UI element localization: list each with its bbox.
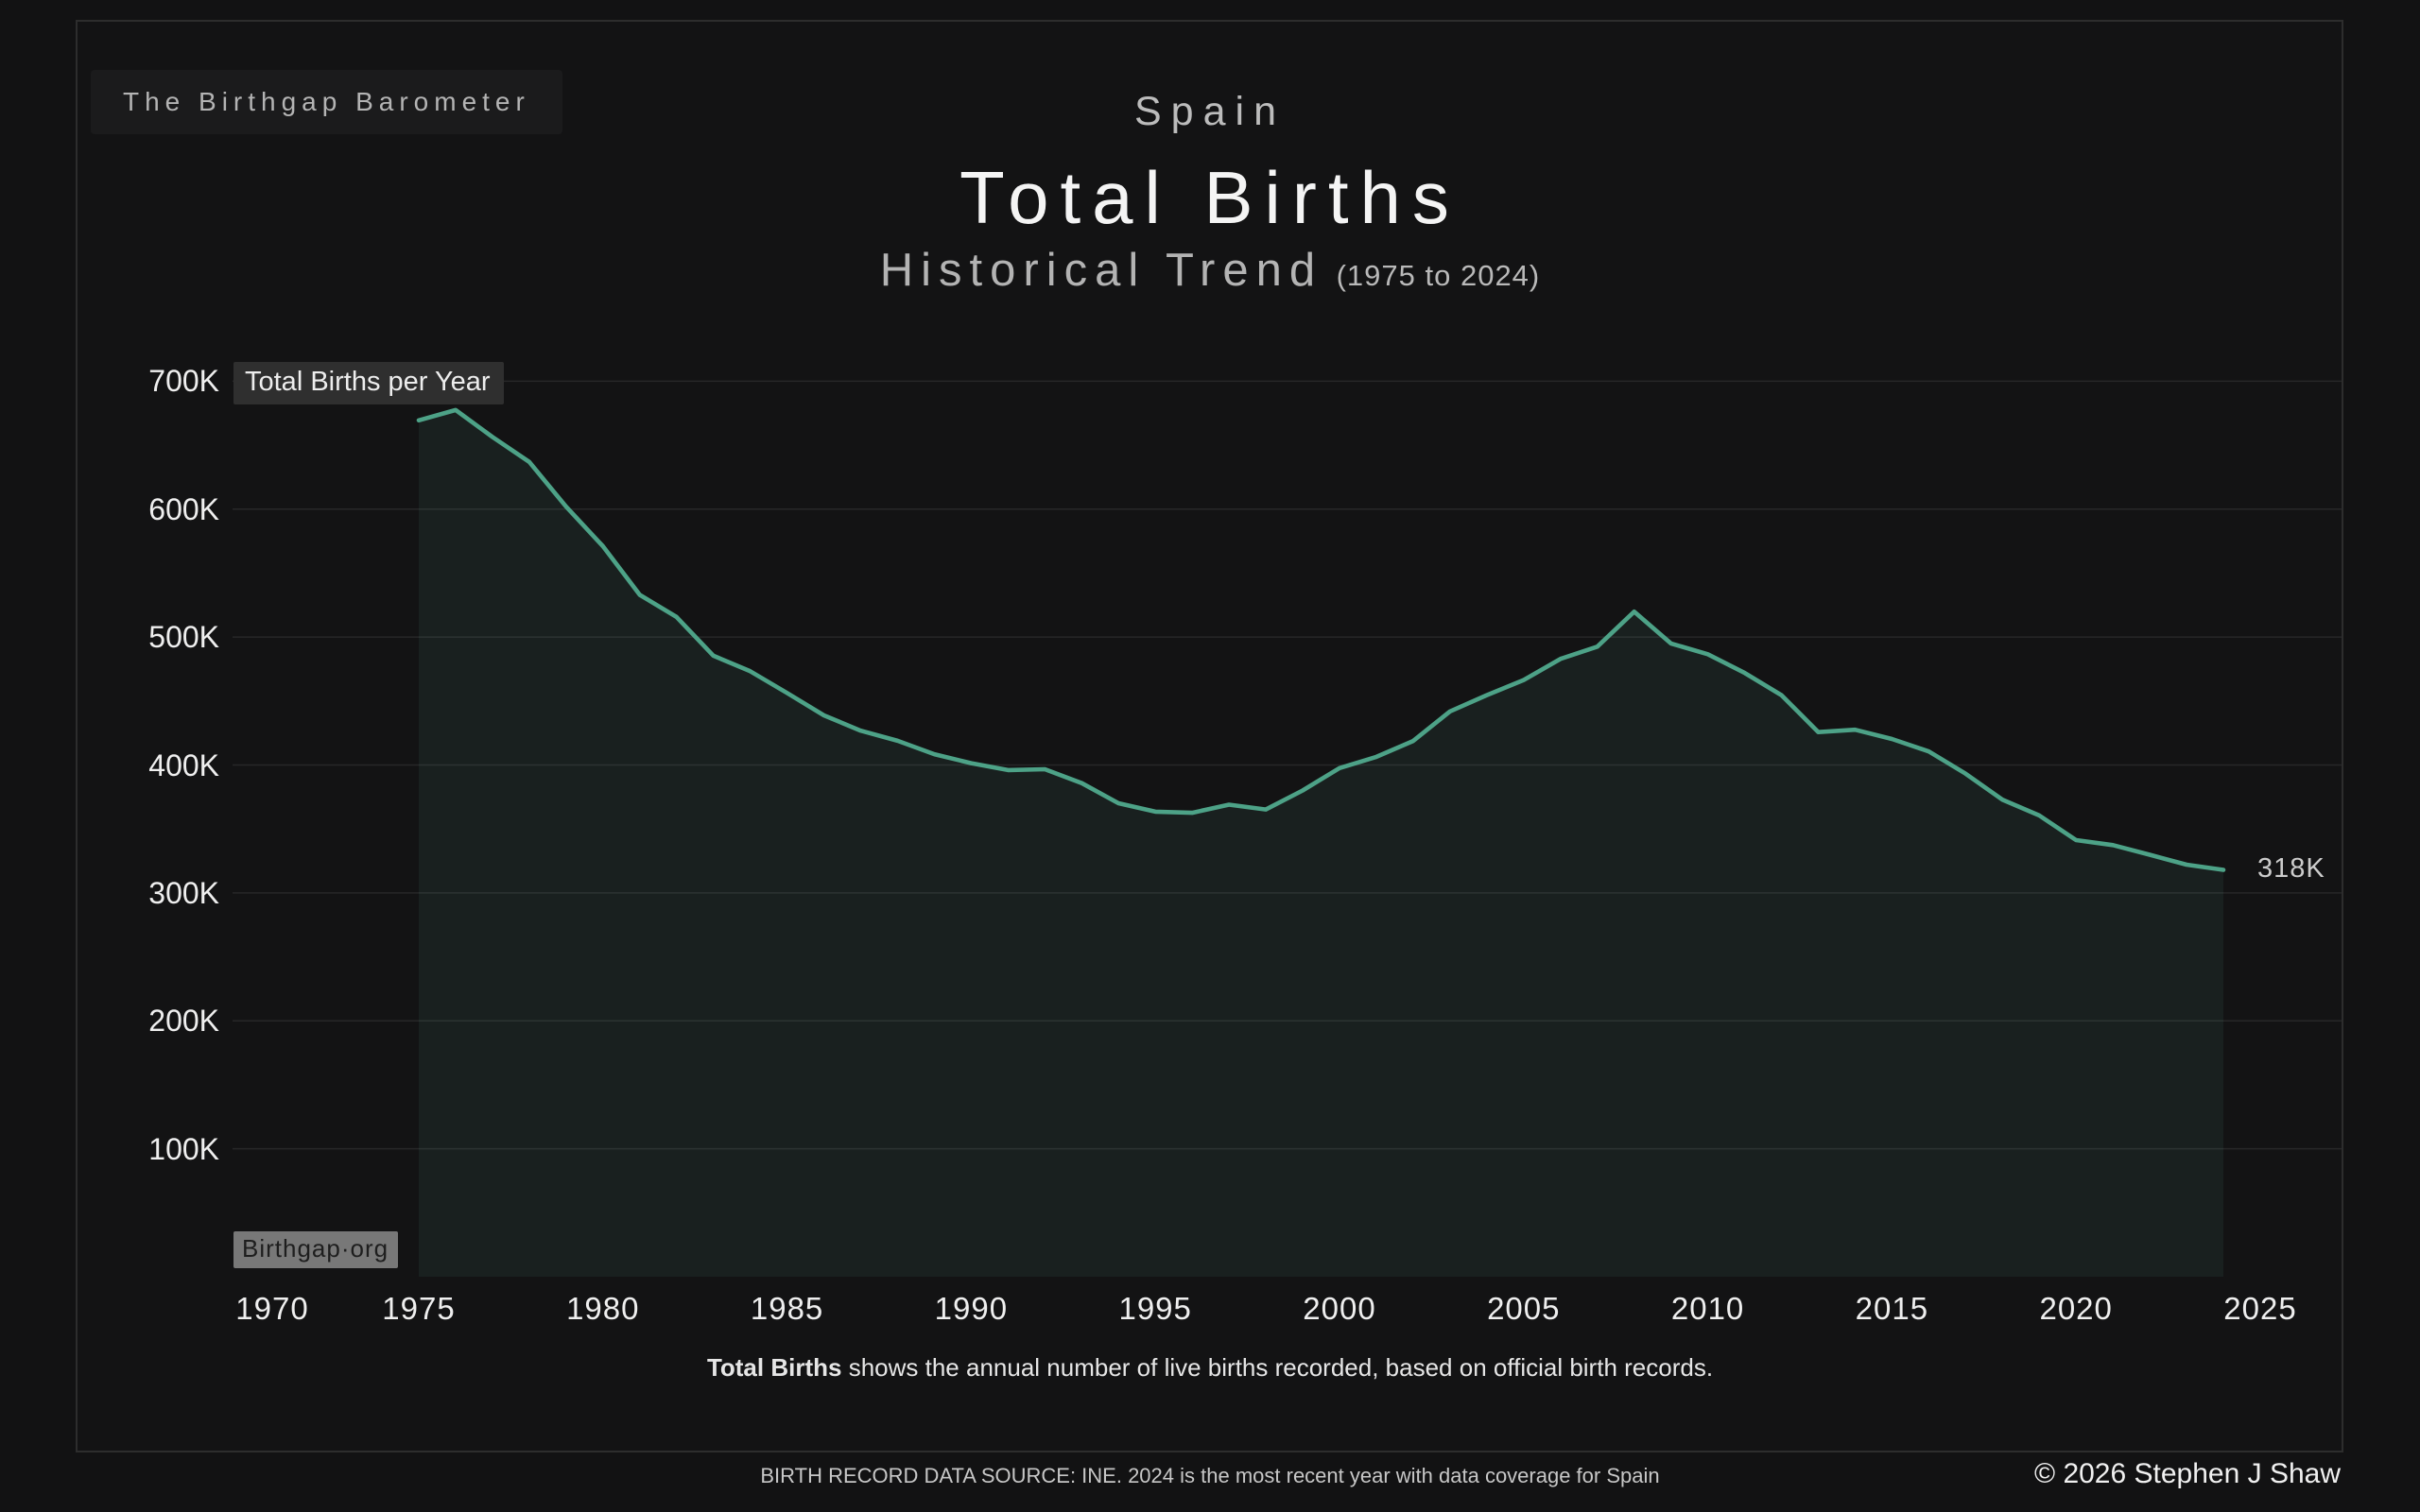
y-tick-400K: 400K [148, 747, 219, 782]
births-area-fill [419, 409, 2223, 1277]
chart-caption: Total Births shows the annual number of … [0, 1353, 2420, 1383]
watermark-badge: Birthgap·org [233, 1231, 399, 1268]
y-tick-200K: 200K [148, 1004, 219, 1039]
x-tick-2010: 2010 [1670, 1291, 1745, 1326]
subtitle-range: (1975 to 2024) [1336, 259, 1541, 292]
y-tick-100K: 100K [148, 1131, 219, 1166]
series-label-badge: Total Births per Year [233, 362, 504, 404]
page-title: Total Births [959, 156, 1461, 239]
copyright-note: © 2026 Stephen J Shaw [2034, 1458, 2341, 1489]
x-tick-2020: 2020 [2039, 1291, 2113, 1326]
subtitle: Historical Trend (1975 to 2024) [0, 244, 2420, 297]
data-source-note: BIRTH RECORD DATA SOURCE: INE. 2024 is t… [760, 1464, 1660, 1487]
chart-line-series [416, 407, 2226, 872]
brand-label: The Birthgap Barometer [123, 87, 530, 116]
caption-text: shows the annual number of live births r… [841, 1353, 1714, 1382]
caption-term: Total Births [706, 1353, 842, 1382]
x-tick-1975: 1975 [382, 1291, 456, 1326]
x-tick-2025: 2025 [2223, 1291, 2297, 1326]
births-trend-line [416, 407, 2226, 872]
country-title: Spain [1134, 89, 1286, 134]
y-tick-300K: 300K [148, 875, 219, 910]
x-tick-2015: 2015 [1855, 1291, 1929, 1326]
x-tick-2000: 2000 [1303, 1291, 1376, 1326]
y-tick-500K: 500K [148, 620, 219, 655]
chart-fill-area [419, 409, 2223, 1277]
brand-badge: The Birthgap Barometer [91, 70, 562, 134]
chart-gridlines [233, 380, 2342, 1150]
x-tick-1970: 1970 [235, 1291, 309, 1326]
y-tick-600K: 600K [148, 491, 219, 526]
y-tick-700K: 700K [148, 364, 219, 399]
x-tick-1990: 1990 [934, 1291, 1009, 1326]
x-tick-1995: 1995 [1118, 1291, 1192, 1326]
last-value-label: 318K [2257, 853, 2325, 884]
chart-card [76, 20, 2343, 1452]
x-tick-2005: 2005 [1487, 1291, 1561, 1326]
subtitle-text: Historical Trend [879, 245, 1323, 296]
x-tick-1985: 1985 [750, 1291, 824, 1326]
x-tick-1980: 1980 [566, 1291, 640, 1326]
